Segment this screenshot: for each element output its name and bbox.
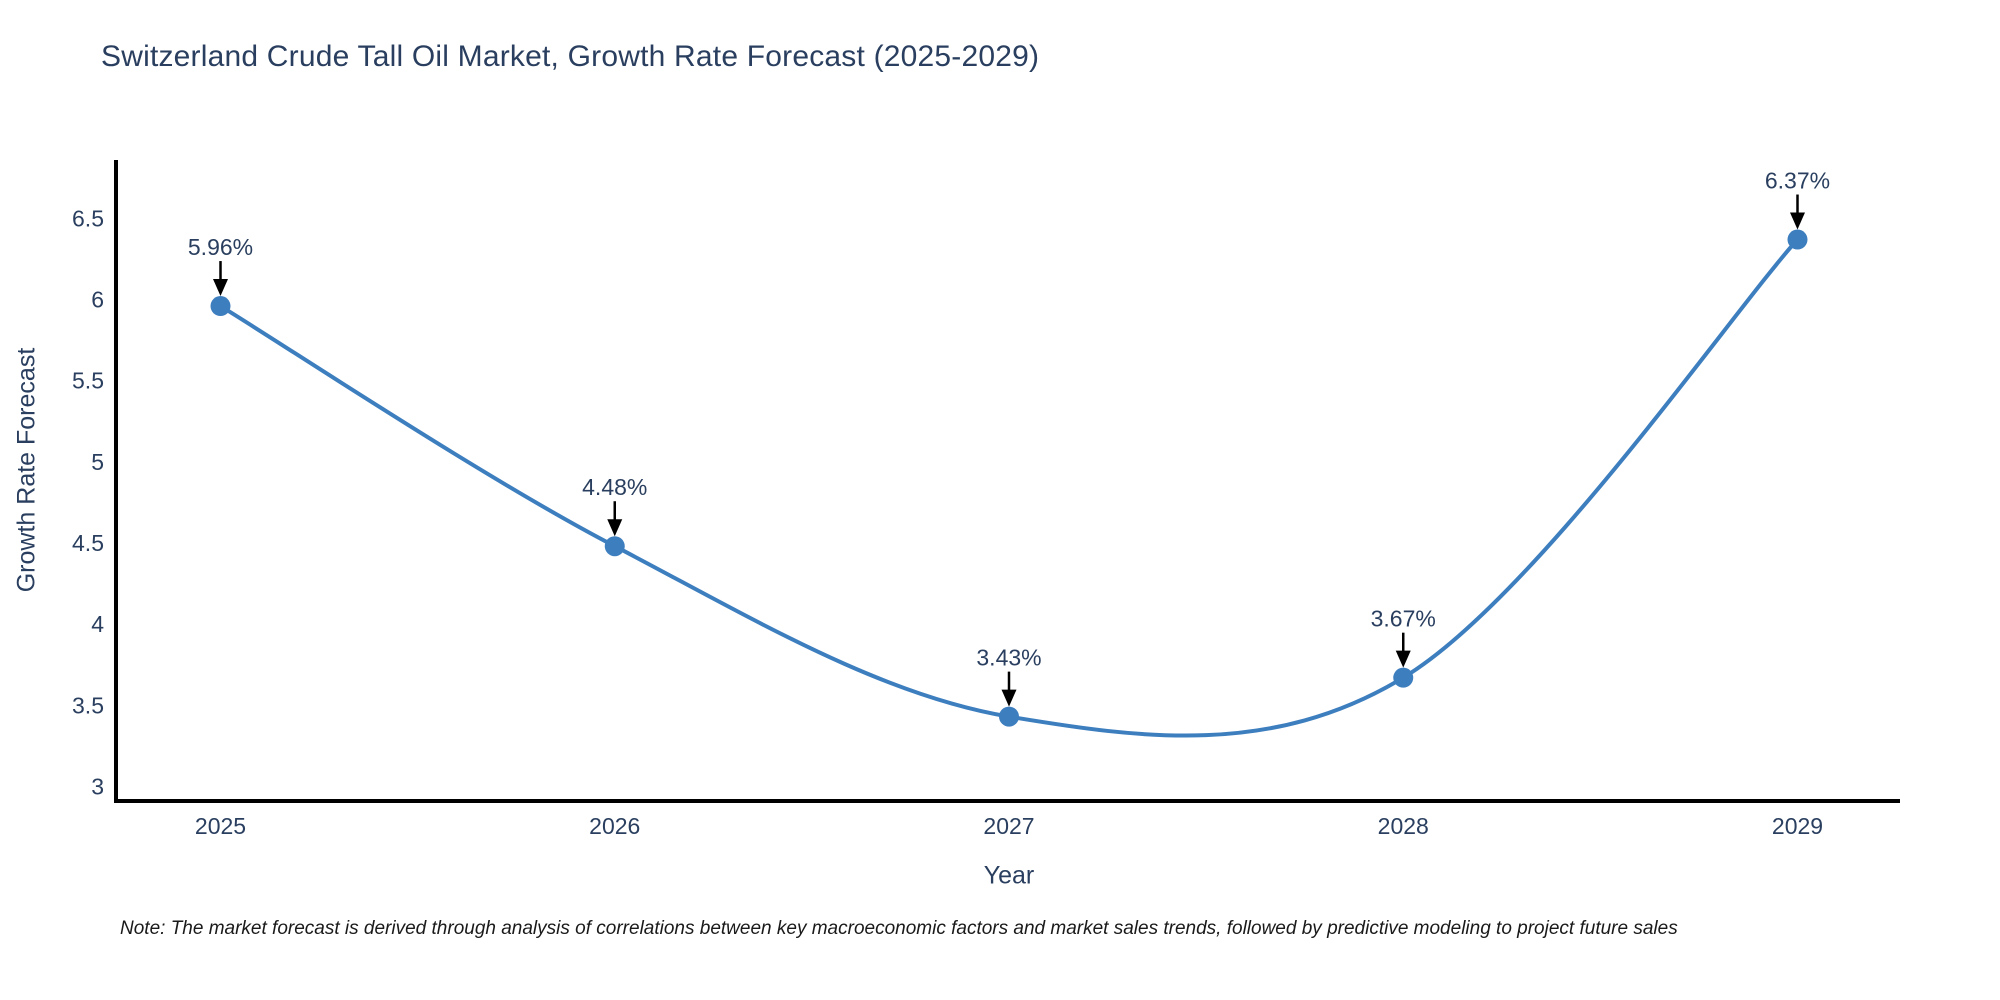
annotation-arrowhead bbox=[607, 519, 623, 537]
y-tick-label: 6.5 bbox=[72, 205, 104, 231]
chart-title: Switzerland Crude Tall Oil Market, Growt… bbox=[101, 40, 1040, 73]
point-annotation-label: 6.37% bbox=[1765, 168, 1830, 194]
annotation-arrowhead bbox=[1789, 212, 1805, 230]
data-point-marker[interactable] bbox=[999, 706, 1019, 727]
y-tick-label: 5 bbox=[91, 449, 104, 475]
data-point-marker[interactable] bbox=[604, 536, 625, 557]
y-tick-label: 3.5 bbox=[72, 692, 104, 718]
x-tick-label: 2027 bbox=[983, 813, 1034, 839]
x-tick-label: 2029 bbox=[1772, 813, 1823, 839]
annotation-arrowhead bbox=[1395, 650, 1411, 668]
data-point-marker[interactable] bbox=[1393, 667, 1414, 688]
x-axis-title: Year bbox=[983, 861, 1035, 890]
annotation-arrowhead bbox=[1001, 689, 1017, 707]
y-tick-label: 4 bbox=[91, 611, 104, 637]
y-tick-label: 5.5 bbox=[72, 368, 104, 394]
point-annotation-label: 4.48% bbox=[582, 474, 647, 500]
data-point-marker[interactable] bbox=[210, 296, 231, 317]
footnote: Note: The market forecast is derived thr… bbox=[120, 918, 1678, 939]
y-tick-label: 3 bbox=[91, 773, 104, 799]
y-tick-label: 4.5 bbox=[72, 530, 104, 556]
y-axis-title: Growth Rate Forecast bbox=[12, 347, 41, 593]
x-tick-label: 2026 bbox=[589, 813, 640, 839]
point-annotation-label: 3.67% bbox=[1371, 606, 1436, 632]
annotation-arrowhead bbox=[213, 279, 229, 297]
point-annotation-label: 3.43% bbox=[976, 645, 1041, 671]
x-tick-label: 2025 bbox=[195, 813, 246, 839]
x-tick-label: 2028 bbox=[1378, 813, 1429, 839]
y-tick-label: 6 bbox=[91, 287, 104, 313]
data-point-marker[interactable] bbox=[1787, 229, 1808, 250]
point-annotation-label: 5.96% bbox=[188, 234, 253, 260]
